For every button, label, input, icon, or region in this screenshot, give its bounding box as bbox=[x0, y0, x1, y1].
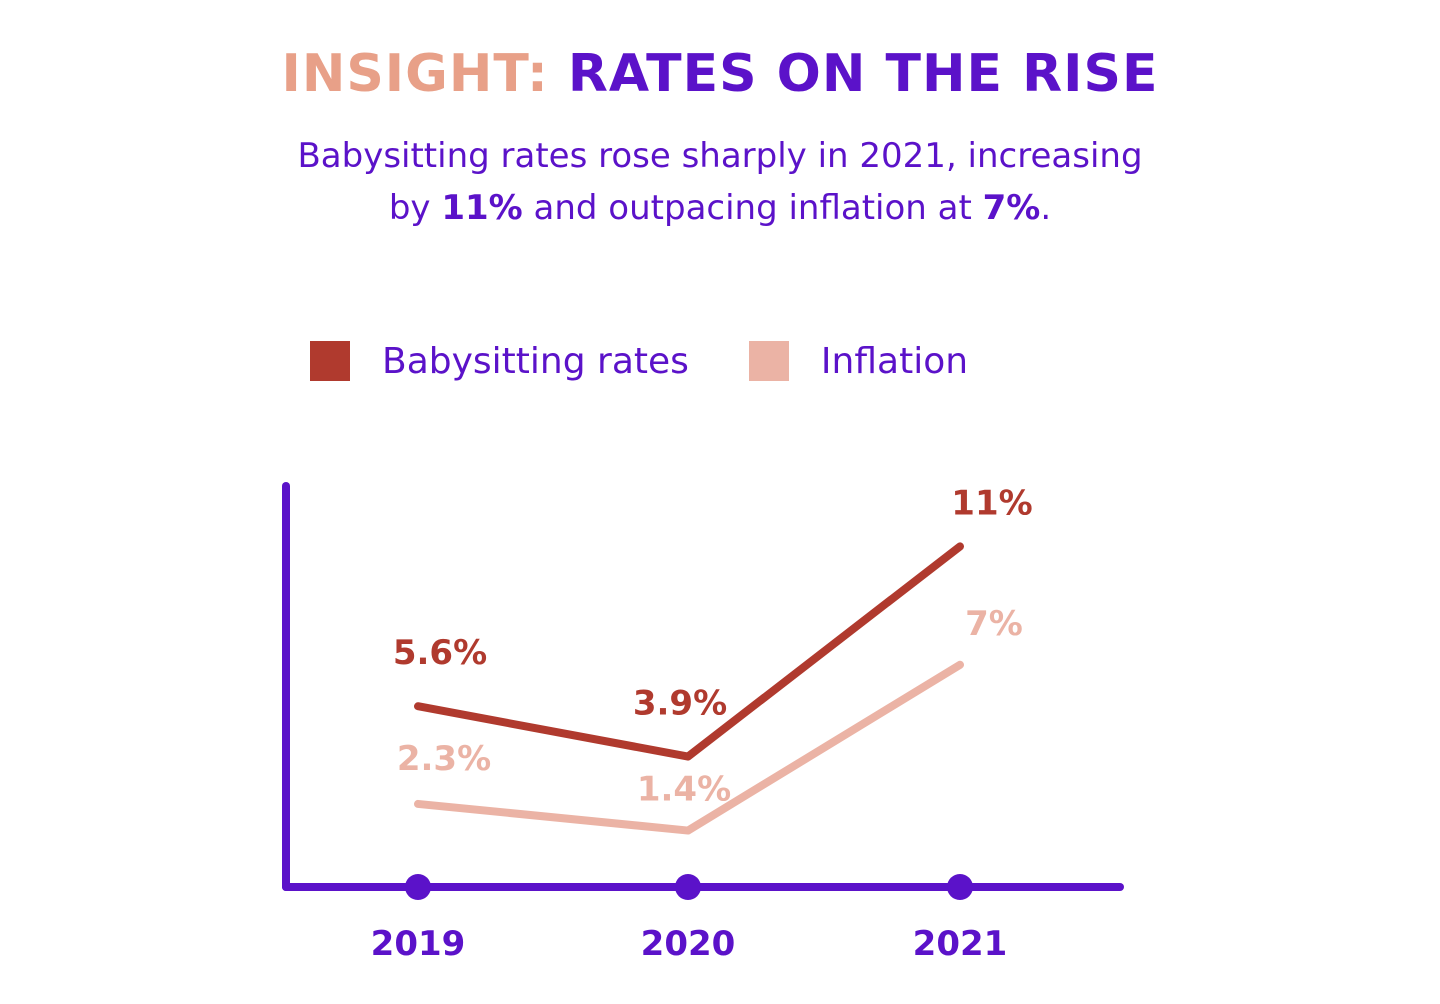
subtitle-end: . bbox=[1040, 188, 1052, 228]
subtitle-value-inflation: 7% bbox=[982, 188, 1041, 228]
legend-swatch-babysitting bbox=[310, 341, 350, 381]
x-tick-dot-2021 bbox=[947, 874, 973, 900]
x-tick-dot-2020 bbox=[675, 874, 701, 900]
legend-label-babysitting: Babysitting rates bbox=[382, 340, 689, 382]
data-label-babysitting-2020: 3.9% bbox=[633, 684, 727, 724]
data-label-inflation-2020: 1.4% bbox=[637, 770, 731, 810]
legend-swatch-inflation bbox=[748, 341, 789, 381]
title-main: RATES ON THE RISE bbox=[567, 44, 1159, 104]
data-label-babysitting-2019: 5.6% bbox=[393, 633, 487, 673]
page-title: INSIGHT: RATES ON THE RISE bbox=[0, 44, 1440, 104]
x-tick-label-2019: 2019 bbox=[371, 924, 466, 964]
legend-label-inflation: Inflation bbox=[820, 340, 969, 382]
data-label-inflation-2019: 2.3% bbox=[397, 739, 491, 779]
series-line-inflation bbox=[414, 660, 964, 835]
subtitle: Babysitting rates rose sharply in 2021, … bbox=[220, 130, 1220, 234]
title-prefix: INSIGHT: bbox=[281, 44, 549, 104]
subtitle-by: by bbox=[388, 188, 442, 228]
legend-item-inflation: Inflation bbox=[748, 340, 969, 382]
x-tick-dot-2019 bbox=[405, 874, 431, 900]
x-tick-label-2021: 2021 bbox=[913, 924, 1008, 964]
series-line-babysitting bbox=[414, 542, 964, 761]
chart-legend: Babysitting rates Inflation bbox=[310, 336, 1028, 386]
subtitle-mid: and outpacing inflation at bbox=[522, 188, 983, 228]
subtitle-value-babysitting: 11% bbox=[441, 188, 523, 228]
legend-item-babysitting: Babysitting rates bbox=[310, 341, 689, 382]
subtitle-line1: Babysitting rates rose sharply in 2021, … bbox=[297, 136, 1143, 176]
data-label-babysitting-2021: 11% bbox=[951, 483, 1032, 523]
x-tick-label-2020: 2020 bbox=[641, 924, 736, 964]
data-label-inflation-2021: 7% bbox=[965, 604, 1023, 644]
